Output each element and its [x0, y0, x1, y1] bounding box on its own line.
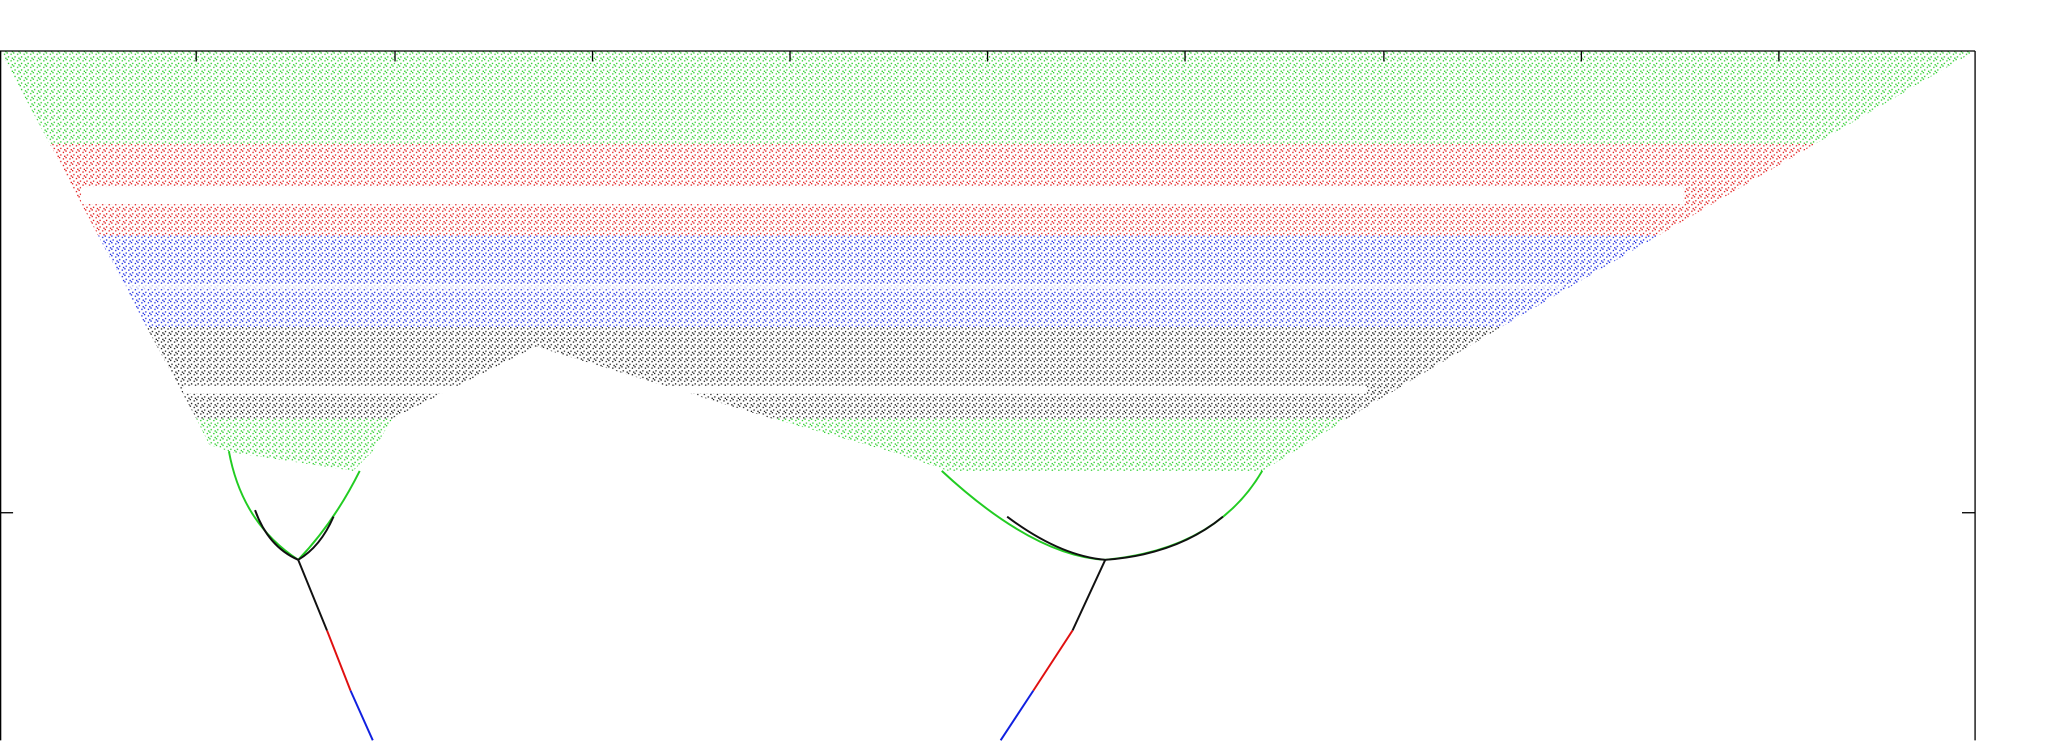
- black-band: [146, 327, 1502, 419]
- axis-label: 4.0: [2048, 0, 2051, 150]
- branch: [254, 509, 335, 561]
- green-lobe: [771, 418, 1348, 471]
- green-band: [0, 51, 1976, 144]
- blue-band: [98, 235, 1659, 327]
- branch: [349, 690, 374, 741]
- window: [183, 385, 1367, 394]
- window: [81, 187, 1684, 205]
- branch: [1071, 559, 1107, 631]
- branch: [326, 630, 352, 691]
- branch: [297, 559, 328, 631]
- window: [124, 285, 1564, 290]
- branch: [999, 690, 1035, 741]
- green-lobe: [196, 418, 393, 471]
- branch: [1006, 515, 1224, 561]
- branch: [941, 470, 1264, 561]
- plot: [0, 50, 1976, 741]
- axes: [0, 50, 1976, 741]
- branch: [1032, 629, 1074, 692]
